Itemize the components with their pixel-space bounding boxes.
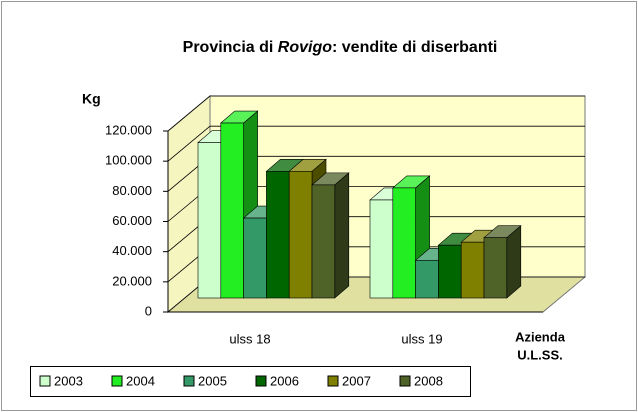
bar xyxy=(438,244,462,299)
grid-line xyxy=(167,125,585,162)
bar xyxy=(197,142,222,299)
legend-label: 2006 xyxy=(270,373,299,388)
bar xyxy=(288,171,313,299)
legend-label: 2004 xyxy=(126,373,155,388)
title-part: Rovigo xyxy=(278,39,332,56)
bar-side xyxy=(334,172,350,299)
y-tick-label: 120.000 xyxy=(105,122,152,137)
legend-label: 2008 xyxy=(414,373,443,388)
bar xyxy=(483,237,508,299)
bar xyxy=(220,122,244,299)
y-tick-label: 40.000 xyxy=(112,243,152,258)
bar xyxy=(266,171,290,299)
y-tick-label: 20.000 xyxy=(112,273,152,288)
bar xyxy=(392,187,416,299)
x-axis-label: U.L.SS. xyxy=(517,347,563,362)
legend-swatch xyxy=(111,375,123,387)
legend-swatch xyxy=(399,375,411,387)
y-tick-label: 80.000 xyxy=(112,183,152,198)
title-part: : vendite di diserbanti xyxy=(332,39,497,56)
legend-label: 2003 xyxy=(54,373,83,388)
y-tick-label: 0 xyxy=(145,303,152,318)
x-tick-label: ulss 19 xyxy=(401,331,442,346)
bar xyxy=(243,217,267,299)
x-axis-label: Azienda xyxy=(515,329,566,344)
bar xyxy=(311,184,336,299)
legend-label: 2007 xyxy=(342,373,371,388)
y-axis-label: Kg xyxy=(82,91,101,107)
legend-swatch xyxy=(39,375,51,387)
legend-swatch xyxy=(327,375,339,387)
bar-side xyxy=(506,225,522,299)
legend-swatch xyxy=(183,375,195,387)
y-tick-label: 100.000 xyxy=(105,153,152,168)
title-part: Provincia di xyxy=(183,39,278,56)
grid-line xyxy=(167,95,585,132)
legend-box xyxy=(30,366,471,397)
legend-swatch xyxy=(255,375,267,387)
legend-label: 2005 xyxy=(198,373,227,388)
x-tick-label: ulss 18 xyxy=(229,331,270,346)
bar xyxy=(415,259,439,299)
bar xyxy=(460,241,485,299)
y-tick-label: 60.000 xyxy=(112,213,152,228)
chart-title: Provincia di Rovigo: vendite di diserban… xyxy=(183,39,498,56)
bar xyxy=(369,199,394,299)
